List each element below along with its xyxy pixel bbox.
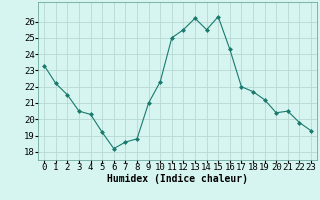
X-axis label: Humidex (Indice chaleur): Humidex (Indice chaleur) bbox=[107, 174, 248, 184]
